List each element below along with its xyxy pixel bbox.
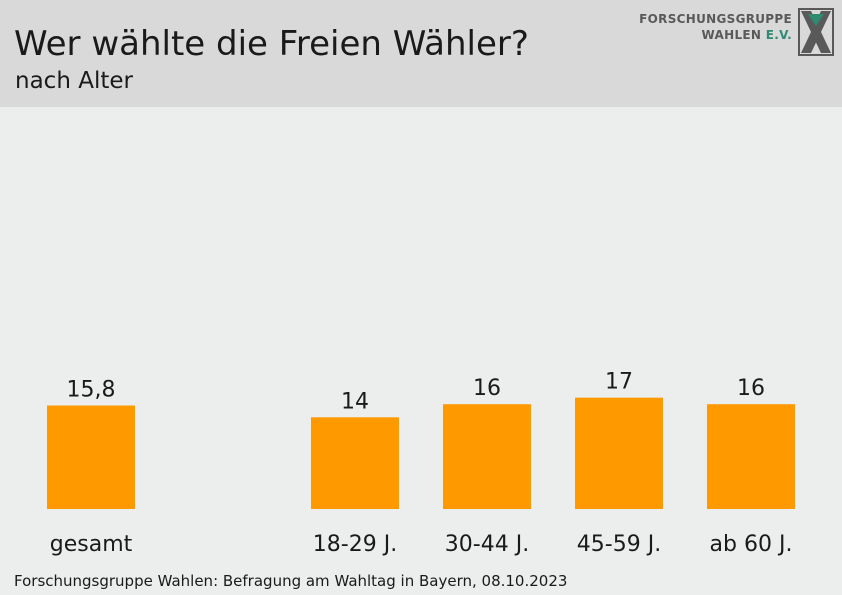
category-label-0: gesamt: [50, 532, 133, 557]
value-label-4: 16: [737, 376, 765, 401]
logo-line2-word: WAHLEN: [701, 28, 762, 42]
logo-line1: FORSCHUNGSGRUPPE: [639, 12, 792, 26]
logo-line2-accent: E.V.: [765, 28, 792, 42]
value-label-1: 14: [341, 389, 369, 414]
bar-3: [575, 397, 663, 509]
logo-text: FORSCHUNGSGRUPPE WAHLEN E.V.: [639, 11, 792, 43]
category-label-1: 18-29 J.: [313, 532, 397, 557]
category-label-4: ab 60 J.: [710, 532, 793, 557]
source-footnote: Forschungsgruppe Wahlen: Befragung am Wa…: [14, 572, 568, 590]
header: Wer wählte die Freien Wähler? nach Alter…: [0, 0, 842, 107]
bar-chart: 15,8 gesamt 14 18-29 J. 16 30-44 J. 17 45-59 J.…: [47, 370, 795, 557]
logo-line2: WAHLEN E.V.: [639, 27, 792, 43]
value-label-3: 17: [605, 370, 633, 395]
logo-cross-icon: [798, 8, 834, 56]
bar-2: [443, 404, 531, 509]
value-label-2: 16: [473, 376, 501, 401]
bar-1: [311, 417, 399, 509]
bar-4: [707, 404, 795, 509]
logo: FORSCHUNGSGRUPPE WAHLEN E.V.: [639, 8, 834, 56]
category-label-2: 30-44 J.: [445, 532, 529, 557]
value-label-0: 15,8: [67, 378, 116, 403]
bar-0: [47, 405, 135, 509]
chart-title: Wer wählte die Freien Wähler?: [14, 24, 529, 64]
category-label-3: 45-59 J.: [577, 532, 661, 557]
chart-subtitle: nach Alter: [15, 68, 133, 94]
